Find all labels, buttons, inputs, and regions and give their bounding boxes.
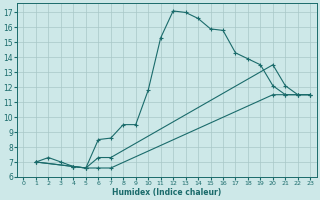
- X-axis label: Humidex (Indice chaleur): Humidex (Indice chaleur): [112, 188, 221, 197]
